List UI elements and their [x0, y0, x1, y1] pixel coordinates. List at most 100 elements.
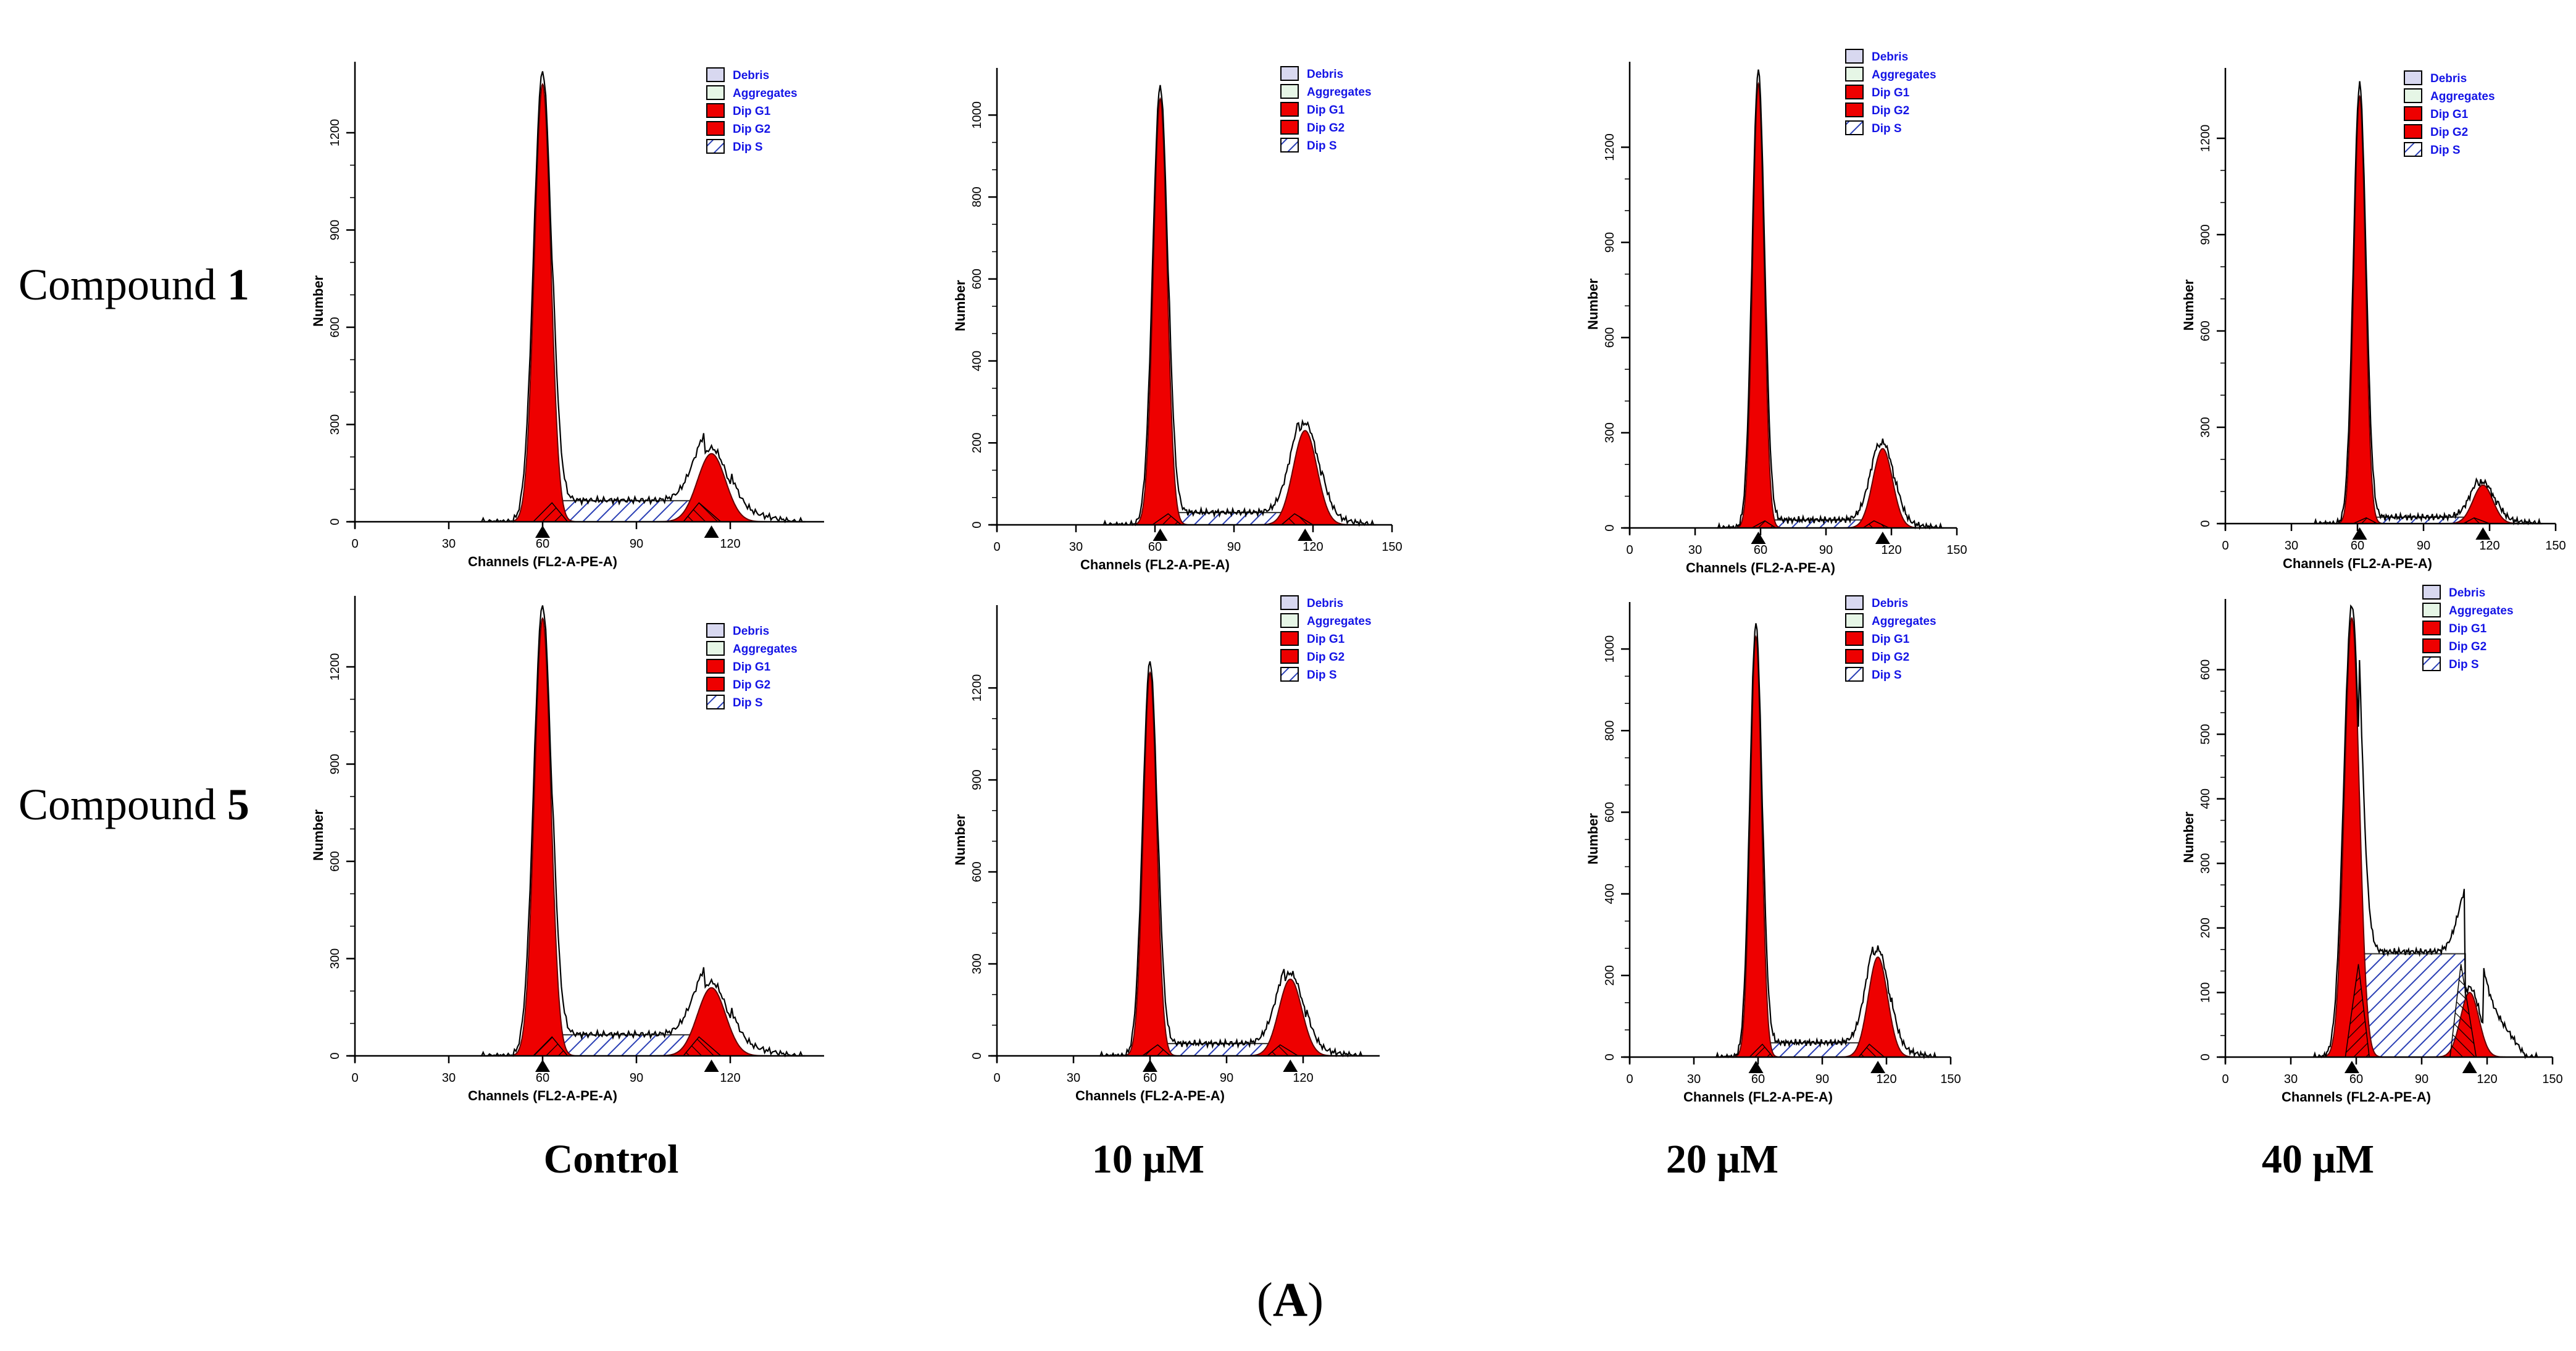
- y-axis-label: Number: [952, 814, 968, 866]
- legend-label-aggregates: Aggregates: [2449, 604, 2514, 617]
- legend-label-dip-g1: Dip G1: [2449, 622, 2487, 635]
- legend-swatch-dip-g1: [706, 659, 725, 674]
- raw-data-outline: [2312, 604, 2540, 1060]
- legend-swatch-aggregates: [706, 641, 725, 656]
- y-tick-label: 400: [2199, 788, 2212, 809]
- legend-swatch-dip-s: [706, 139, 725, 154]
- peak-marker-triangle: [1870, 1061, 1886, 1073]
- legend-swatch-dip-s: [2404, 142, 2422, 157]
- legend-swatch-debris: [1280, 595, 1299, 610]
- legend-swatch-aggregates: [706, 85, 725, 100]
- x-tick-label: 30: [1069, 540, 1083, 554]
- legend-label-dip-g2: Dip G2: [733, 123, 770, 136]
- legend-label-dip-s: Dip S: [1307, 140, 1337, 153]
- x-tick-label: 90: [2415, 1073, 2428, 1086]
- g1-peak: [2321, 616, 2382, 1058]
- legend-swatch-dip-g2: [2404, 124, 2422, 139]
- row-label-compound-1: Compound 1: [19, 260, 250, 309]
- legend-swatch-debris: [2404, 70, 2422, 85]
- legend-label-dip-s: Dip S: [1872, 122, 1902, 135]
- x-tick-label: 30: [1687, 1073, 1701, 1086]
- peak-marker-triangle: [1751, 532, 1766, 544]
- legend-label-dip-g1: Dip G1: [733, 105, 771, 118]
- peak-marker-triangle: [2344, 1061, 2359, 1073]
- peak-marker-triangle: [1143, 1060, 1157, 1072]
- x-axis-label: Channels (FL2-A-PE-A): [1075, 1088, 1225, 1103]
- peak-marker-triangle: [1283, 1060, 1298, 1072]
- histogram-panel-3: 0 300 600 900 1200 Number 0 30 60 90 120 150 Channel…: [1585, 49, 1967, 575]
- g1-peak: [1735, 82, 1782, 529]
- legend-label-dip-s: Dip S: [1872, 669, 1902, 682]
- legend-label-aggregates: Aggregates: [2430, 90, 2495, 103]
- legend-swatch-debris: [706, 67, 725, 82]
- x-tick-label: 150: [1382, 540, 1402, 554]
- legend-swatch-aggregates: [1845, 67, 1864, 82]
- legend-label-aggregates: Aggregates: [1307, 86, 1372, 99]
- y-tick-label: 300: [328, 414, 342, 435]
- legend-swatch-dip-g2: [1280, 649, 1299, 664]
- legend-label-debris: Debris: [1307, 68, 1343, 81]
- y-tick-label: 800: [1603, 721, 1617, 741]
- y-tick-label: 0: [2199, 1053, 2212, 1060]
- y-tick-label: 100: [2199, 982, 2212, 1003]
- legend-label-dip-g2: Dip G2: [2449, 640, 2486, 653]
- x-tick-label: 90: [630, 537, 643, 551]
- legend-label-dip-g1: Dip G1: [2430, 108, 2469, 121]
- x-tick-label: 90: [1227, 540, 1241, 554]
- g2-peak: [655, 453, 768, 522]
- peak-marker-triangle: [2352, 527, 2367, 540]
- legend-label-aggregates: Aggregates: [733, 87, 798, 100]
- x-tick-label: 90: [2417, 539, 2430, 553]
- g2-peak: [1838, 956, 1917, 1058]
- y-tick-label: 600: [1603, 327, 1617, 348]
- y-tick-label: 0: [328, 1052, 342, 1059]
- x-tick-label: 60: [1148, 540, 1162, 554]
- y-axis-label: Number: [2181, 279, 2196, 331]
- x-tick-label: 30: [442, 1071, 456, 1085]
- y-tick-label: 1200: [1603, 133, 1617, 161]
- g2-peak: [655, 987, 768, 1056]
- y-tick-label: 0: [970, 1052, 984, 1059]
- column-label-40uM: 40 μM: [2261, 1137, 2375, 1182]
- legend-swatch-debris: [706, 623, 725, 638]
- legend-swatch-debris: [1845, 49, 1864, 64]
- legend-swatch-dip-g1: [1280, 102, 1299, 117]
- legend-label-dip-g2: Dip G2: [1872, 651, 1909, 664]
- x-tick-label: 60: [1751, 1073, 1765, 1086]
- legend-swatch-aggregates: [2404, 88, 2422, 103]
- peak-marker-triangle: [1298, 529, 1313, 541]
- x-axis-label: Channels (FL2-A-PE-A): [2283, 556, 2432, 571]
- legend-swatch-debris: [2422, 585, 2441, 600]
- x-tick-label: 60: [1754, 543, 1767, 557]
- column-label-control: Control: [543, 1137, 679, 1182]
- y-axis-label: Number: [311, 809, 326, 861]
- x-tick-label: 60: [536, 1071, 549, 1085]
- legend-swatch-dip-g2: [706, 121, 725, 136]
- raw-data-outline: [480, 71, 806, 524]
- x-axis-label: Channels (FL2-A-PE-A): [1683, 1089, 1833, 1105]
- y-tick-label: 900: [1603, 232, 1617, 253]
- legend-label-debris: Debris: [2449, 587, 2485, 600]
- y-tick-label: 200: [970, 433, 984, 453]
- x-tick-label: 0: [351, 537, 358, 551]
- x-tick-label: 0: [1626, 543, 1633, 557]
- x-axis-label: Channels (FL2-A-PE-A): [1080, 557, 1230, 572]
- histogram-panel-8: 0 100 200 300 400 500 600 Number 0 30 60 90 120 150 Ch…: [2181, 585, 2563, 1105]
- x-tick-label: 60: [536, 537, 549, 551]
- s-phase-area: [2357, 953, 2466, 1058]
- x-axis-label: Channels (FL2-A-PE-A): [2282, 1089, 2431, 1105]
- legend-label-debris: Debris: [1872, 597, 1908, 610]
- y-tick-label: 300: [1603, 422, 1617, 443]
- legend-label-dip-g2: Dip G2: [1307, 651, 1344, 664]
- g2-peak: [2443, 484, 2523, 524]
- x-tick-label: 30: [442, 537, 456, 551]
- y-tick-label: 1200: [970, 674, 984, 702]
- legend-label-aggregates: Aggregates: [1307, 615, 1372, 628]
- x-tick-label: 0: [993, 540, 1000, 554]
- y-tick-label: 900: [328, 220, 342, 240]
- panel-label: (A): [1256, 1273, 1324, 1326]
- legend-label-debris: Debris: [1872, 51, 1908, 64]
- y-tick-label: 600: [2199, 320, 2212, 341]
- y-tick-label: 400: [970, 351, 984, 371]
